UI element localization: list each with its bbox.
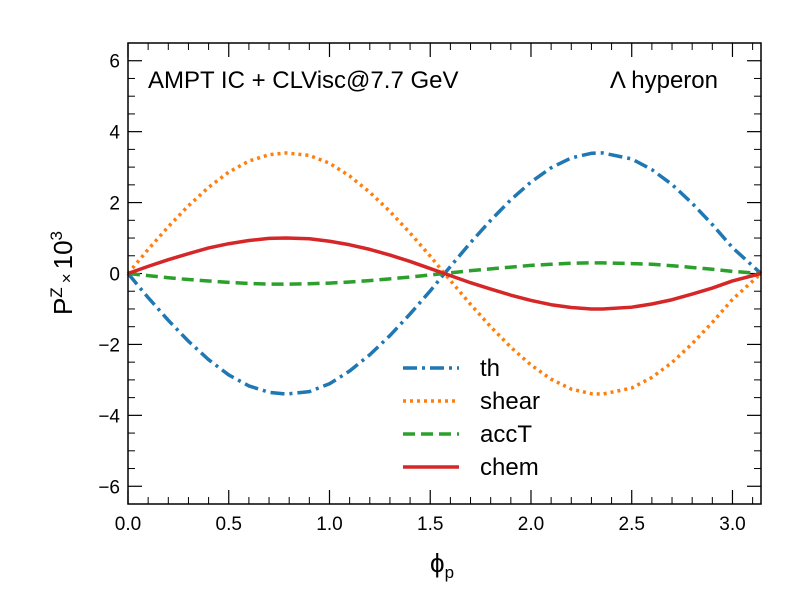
series-line-th: [126, 151, 763, 396]
y-tick-label: −6: [98, 477, 120, 498]
y-tick-label: −2: [98, 335, 120, 356]
x-tick-label: 2.5: [619, 514, 645, 535]
y-tick-label: 4: [109, 123, 120, 144]
x-axis-title-sub: p: [445, 563, 454, 582]
x-axis-title: ϕp: [430, 548, 454, 582]
y-tick-labels: −6 −4 −2 0 2 4 6: [98, 52, 120, 499]
series-line-accT: [127, 261, 762, 286]
x-tick-label: 0.0: [115, 514, 141, 535]
y-tick-label: −4: [98, 406, 120, 427]
legend-label-accT: accT: [480, 421, 532, 448]
x-tick-label: 3.0: [719, 514, 745, 535]
annotation-right: Λ hyperon: [610, 67, 718, 94]
tick-marks: [127, 42, 761, 505]
y-axis-title-main: P: [48, 298, 78, 315]
y-axis-title-times: ×: [57, 273, 76, 283]
y-axis-title: PZ × 103: [47, 231, 78, 315]
plot-frame: [127, 42, 762, 505]
y-tick-label: 6: [109, 52, 120, 73]
x-tick-labels: 0.0 0.5 1.0 1.5 2.0 2.5 3.0: [115, 514, 746, 535]
y-axis-title-exp: 3: [47, 231, 66, 240]
series-line-shear: [126, 151, 763, 396]
annotation-left: AMPT IC + CLVisc@7.7 GeV: [148, 67, 458, 94]
x-tick-label: 0.5: [216, 514, 242, 535]
legend-label-chem: chem: [480, 454, 539, 481]
x-axis-title-main: ϕ: [430, 548, 445, 578]
series-line-chem: [127, 236, 762, 311]
y-axis-title-base: 10: [48, 240, 78, 269]
legend: th shear accT chem: [403, 355, 540, 481]
y-tick-label: 2: [109, 194, 120, 215]
x-tick-label: 2.0: [518, 514, 544, 535]
x-tick-label: 1.0: [316, 514, 342, 535]
y-axis-title-sup: Z: [47, 287, 66, 297]
y-tick-label: 0: [109, 265, 120, 286]
legend-label-shear: shear: [480, 388, 540, 415]
series-lines: [126, 151, 763, 396]
legend-label-th: th: [480, 355, 500, 382]
x-tick-label: 1.5: [417, 514, 443, 535]
